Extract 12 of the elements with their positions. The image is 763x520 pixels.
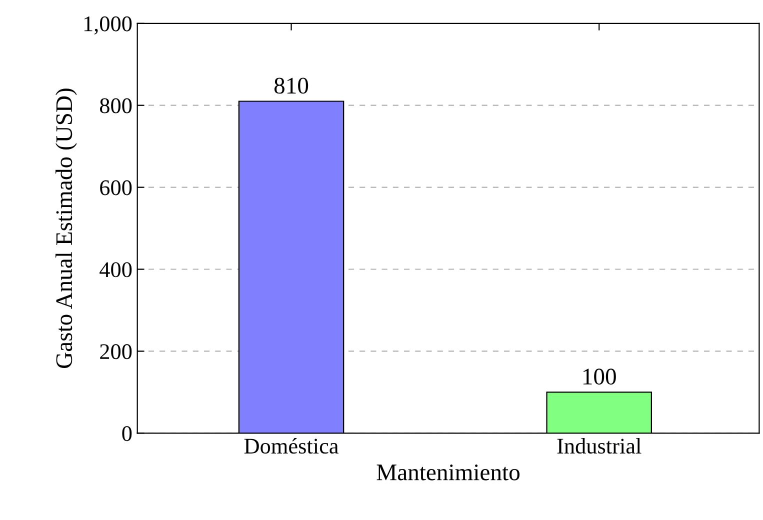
y-tick-label: 200: [100, 344, 132, 360]
y-axis-title: Gasto Anual Estimado (USD): [56, 88, 77, 368]
y-tick-label: 400: [100, 262, 132, 278]
x-tick-label: Doméstica: [244, 438, 338, 454]
x-axis-title: Mantenimiento: [376, 464, 520, 480]
y-tick-label: 1,000: [84, 16, 132, 35]
y-tick-label: 800: [100, 98, 132, 114]
y-tick-label: 0: [122, 426, 132, 442]
y-tick-label: 600: [100, 180, 132, 196]
data-label: 100: [583, 368, 616, 385]
x-tick-label: Industrial: [557, 438, 642, 454]
data-label: 810: [274, 78, 308, 94]
